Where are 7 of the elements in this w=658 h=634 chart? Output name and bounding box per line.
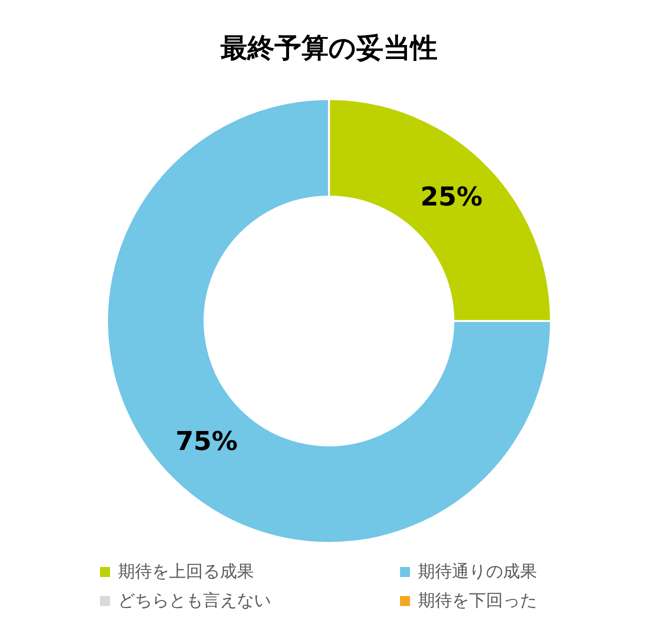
- data-label: 75%: [175, 427, 238, 458]
- legend-label: どちらとも言えない: [118, 590, 271, 612]
- legend-label: 期待を下回った: [418, 590, 537, 612]
- legend-label: 期待通りの成果: [418, 561, 537, 583]
- chart-title: 最終予算の妥当性: [220, 32, 438, 66]
- data-label: 25%: [420, 182, 483, 212]
- legend-label: 期待を上回る成果: [118, 561, 254, 583]
